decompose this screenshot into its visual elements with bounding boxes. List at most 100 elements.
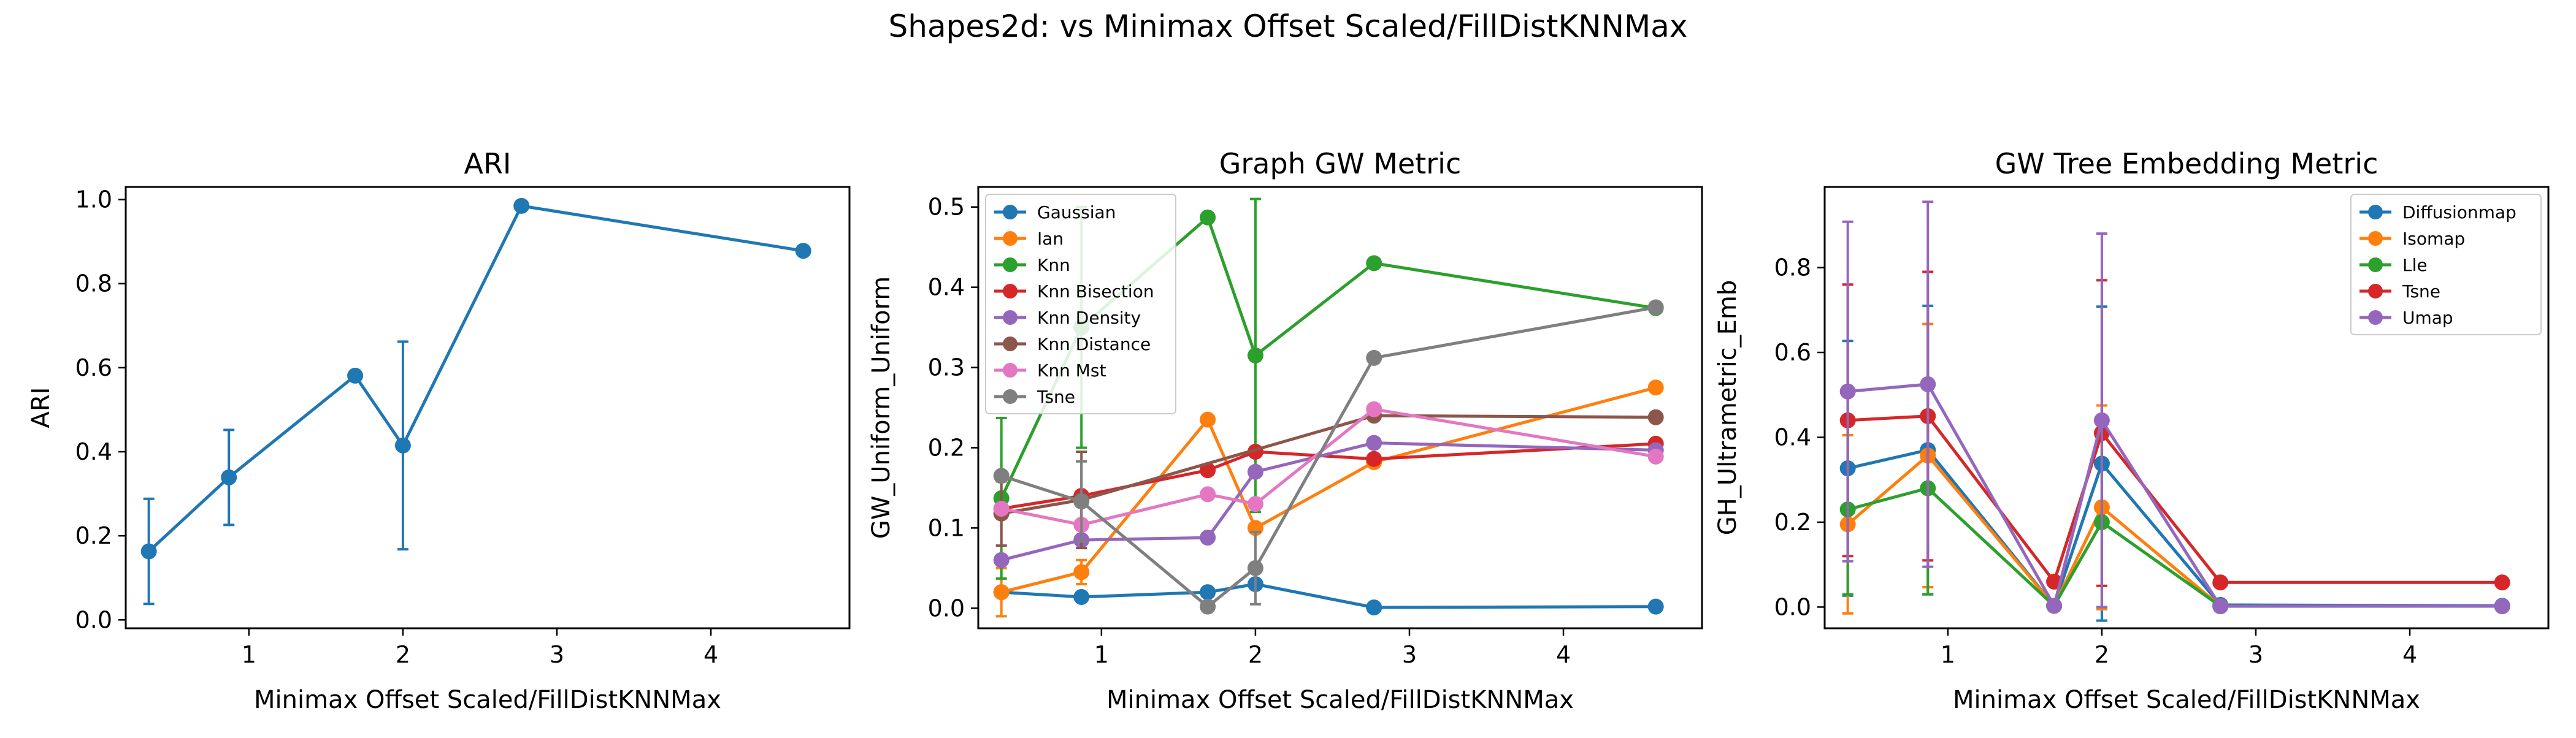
legend-label: Gaussian — [1037, 202, 1116, 223]
legend-swatch-marker — [2368, 257, 2383, 272]
legend-swatch-marker — [1003, 389, 1018, 404]
data-point — [1366, 435, 1382, 451]
y-tick-label: 0.4 — [928, 274, 965, 301]
y-tick-label: 0.3 — [928, 354, 965, 381]
legend: Gaussian Ian Knn Knn Bisection Knn Density Kn… — [985, 194, 1176, 414]
y-tick-label: 0.1 — [928, 514, 965, 541]
y-tick-label: 0.6 — [1774, 339, 1811, 366]
data-point — [221, 469, 237, 485]
data-point — [1247, 560, 1263, 576]
series-tsne — [993, 299, 1664, 615]
y-tick-label: 0.6 — [75, 354, 112, 381]
data-point — [1920, 376, 1936, 392]
y-tick-label: 0.2 — [1774, 509, 1811, 536]
axes-frame — [1823, 186, 2550, 630]
legend-label: Knn Mst — [1037, 360, 1106, 381]
data-point — [1200, 598, 1216, 615]
data-point — [2212, 598, 2229, 614]
data-point — [2494, 598, 2510, 614]
series-knn-mst — [993, 401, 1664, 533]
series-line — [1001, 414, 1656, 515]
plot-area — [140, 197, 811, 606]
data-point — [1247, 463, 1263, 480]
legend-label: Knn Distance — [1037, 334, 1151, 354]
y-tick-label: 0.2 — [75, 522, 112, 549]
legend-label: Tsne — [1037, 387, 1075, 407]
x-tick-label: 3 — [550, 641, 564, 668]
legend-swatch-marker — [1003, 205, 1018, 219]
legend-swatch-marker — [2368, 284, 2383, 299]
plot-area — [993, 197, 1664, 618]
x-tick-label: 1 — [1941, 641, 1955, 668]
data-point — [513, 197, 530, 214]
data-point — [1200, 411, 1216, 428]
data-point — [1200, 584, 1216, 601]
legend-label: Knn Bisection — [1037, 281, 1154, 302]
series-line — [1001, 386, 1657, 594]
series-line — [1847, 382, 2502, 608]
data-point — [1247, 347, 1263, 363]
data-point — [993, 552, 1010, 568]
series-umap — [1839, 200, 2510, 614]
legend-swatch-marker — [1003, 337, 1018, 351]
data-point — [1647, 448, 1664, 465]
data-point — [1200, 209, 1216, 226]
legend-swatch-marker — [1003, 257, 1018, 272]
data-point — [795, 243, 811, 259]
data-point — [347, 367, 364, 384]
legend-box — [2350, 194, 2542, 335]
legend-swatch-marker — [1003, 284, 1018, 299]
y-tick-label: 0.4 — [1774, 424, 1811, 451]
y-tick-label: 0.4 — [75, 438, 112, 465]
chart-title: GW Tree Embedding Metric — [1995, 147, 2379, 180]
figure-suptitle: Shapes2d: vs Minimax Offset Scaled/FillD… — [889, 9, 1688, 44]
x-tick-label: 4 — [2402, 641, 2417, 668]
series-line — [1001, 441, 1656, 562]
y-tick-label: 1.0 — [75, 186, 112, 213]
y-tick-label: 0.8 — [1774, 254, 1811, 281]
data-point — [2494, 574, 2510, 591]
axes-frame — [977, 186, 1703, 630]
x-tick-label: 1 — [242, 641, 256, 668]
data-point — [1073, 564, 1090, 580]
x-tick-label: 3 — [2248, 641, 2263, 668]
legend-label: Ian — [1037, 229, 1064, 249]
chart-panel-3: GW Tree Embedding Metric Minimax Offset S… — [1714, 147, 2550, 714]
legend-swatch-marker — [2368, 205, 2383, 219]
y-axis-label: GH_Ultrametric_Emb — [1714, 280, 1742, 536]
x-tick-label: 2 — [396, 641, 410, 668]
x-tick-label: 4 — [703, 641, 718, 668]
data-point — [1200, 530, 1216, 546]
x-tick-label: 2 — [2095, 641, 2109, 668]
x-tick-label: 4 — [1556, 641, 1571, 668]
y-axis-label: ARI — [27, 387, 55, 428]
y-tick-label: 0.0 — [1774, 593, 1811, 620]
data-point — [2046, 598, 2063, 614]
chart-title: Graph GW Metric — [1219, 147, 1461, 180]
y-tick-label: 0.2 — [928, 434, 965, 461]
x-tick-label: 1 — [1094, 641, 1109, 668]
data-point — [993, 468, 1010, 484]
data-point — [2093, 412, 2110, 428]
data-point — [1839, 383, 1856, 400]
series-line — [1000, 305, 1657, 609]
data-point — [993, 500, 1010, 517]
y-tick-label: 0.0 — [75, 606, 112, 633]
data-point — [1366, 401, 1382, 417]
data-point — [1247, 496, 1263, 512]
x-tick-label: 3 — [1402, 641, 1417, 668]
data-point — [1366, 451, 1382, 467]
data-point — [1200, 486, 1216, 503]
data-point — [140, 543, 157, 560]
legend-label: Diffusionmap — [2402, 202, 2517, 223]
chart-panel-2: Graph GW Metric Minimax Offset Scaled/Fil… — [867, 147, 1703, 714]
legend-swatch-marker — [1003, 310, 1018, 325]
data-point — [1647, 299, 1664, 316]
legend-label: Knn Density — [1037, 308, 1141, 328]
series-main — [140, 197, 811, 606]
series-line — [148, 204, 804, 553]
data-point — [1073, 493, 1090, 510]
legend: Diffusionmap Isomap Lle Tsne Umap — [2350, 194, 2542, 335]
legend-label: Umap — [2402, 308, 2453, 328]
